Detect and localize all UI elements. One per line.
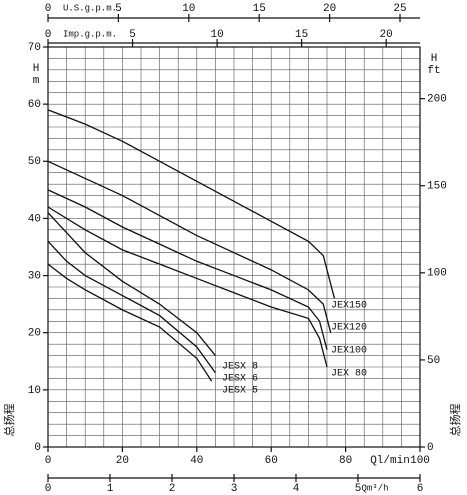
x-tick-label: 40 [190,455,203,467]
y-tick-label: 20 [28,328,41,340]
x-tick-label: 20 [116,455,129,467]
y-tick-label: 50 [28,156,41,168]
curve [47,263,213,382]
curve [47,240,216,374]
m3h-axis-label: Qm³/h [361,483,388,493]
y-tick-label: 40 [28,213,41,225]
impgpm-axis-label: Imp.g.p.m. [63,29,117,39]
impgpm-axis-tick-label: 20 [380,29,393,41]
usgpm-axis-tick-label: 15 [253,3,266,15]
curve [47,206,328,368]
usgpm-axis-tick-label: 25 [393,3,406,15]
usgpm-axis-label: U.S.g.p.m. [63,3,117,13]
series-label: JESX 6 [222,374,258,385]
side-label: 总扬程 [448,404,462,437]
y-tick-label: 70 [28,42,41,54]
series-label: JESX 5 [222,386,258,397]
m3h-axis-tick-label: 3 [231,483,238,495]
y-axis-label: H [33,63,40,75]
curve [47,212,216,356]
y2-axis-label: H [431,53,438,65]
series-label: JESX 8 [222,362,258,373]
curve [47,189,328,351]
m3h-axis-tick-label: 1 [107,483,114,495]
m3h-axis-tick-label: 6 [417,483,424,495]
series-label: JEX150 [331,301,367,312]
plot-frame [47,46,421,448]
x-tick-label: 0 [45,455,52,467]
y2-axis-label: ft [427,65,440,77]
curve [47,160,332,333]
impgpm-axis-tick-label: 0 [45,29,52,41]
y-tick-label: 60 [28,99,41,111]
x-tick-label: 100 [410,455,430,467]
usgpm-axis-tick-label: 0 [45,3,52,15]
x-axis-label: Ql/min [370,455,410,467]
usgpm-axis-tick-label: 10 [182,3,195,15]
usgpm-axis-tick-label: 20 [323,3,336,15]
y2-tick-label: 150 [427,181,447,193]
x-tick-label: 80 [339,455,352,467]
m3h-axis-tick-label: 2 [169,483,176,495]
impgpm-axis-tick-label: 15 [295,29,308,41]
m3h-axis-tick-label: 4 [293,483,300,495]
y2-tick-label: 50 [427,355,440,367]
series-label: JEX100 [331,346,367,357]
x-tick-label: 60 [265,455,278,467]
y-tick-label: 10 [28,385,41,397]
series-label: JEX120 [331,323,367,334]
y-axis-label: m [33,75,40,87]
y2-tick-label: 200 [427,94,447,106]
y2-tick-label: 100 [427,268,447,280]
impgpm-axis-tick-label: 5 [129,29,136,41]
y-tick-label: 30 [28,270,41,282]
impgpm-axis-tick-label: 10 [210,29,223,41]
y-tick-label: 0 [34,442,41,454]
m3h-axis-tick-label: 5 [355,483,362,495]
usgpm-axis-tick-label: 5 [115,3,122,15]
m3h-axis-tick-label: 0 [45,483,52,495]
side-label: 总扬程 [2,404,16,437]
y2-tick-label: 0 [427,442,434,454]
series-label: JEX 80 [331,369,367,380]
curve [47,109,336,299]
